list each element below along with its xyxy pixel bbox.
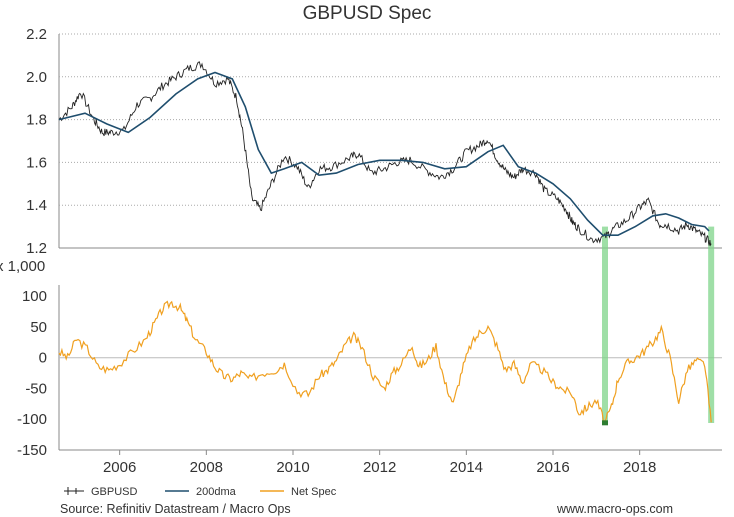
x-tick-label: 2012	[363, 459, 396, 476]
200dma-line	[58, 71, 710, 236]
legend: GBPUSD 200dma Net Spec	[64, 486, 337, 498]
bottom-y-tick-label: 50	[30, 319, 47, 336]
source-text: Source: Refinitiv Datastream / Macro Ops	[60, 502, 291, 516]
chart-title: GBPUSD Spec	[303, 3, 432, 24]
top-y-tick-label: 1.8	[26, 112, 47, 129]
website-text: www.macro-ops.com	[556, 502, 673, 516]
legend-gbpusd-label: GBPUSD	[91, 486, 138, 498]
x-tick-label: 2008	[190, 459, 223, 476]
top-y-tick-label: 2.0	[26, 69, 47, 86]
top-y-tick-label: 2.2	[26, 26, 47, 43]
legend-netspec-label: Net Spec	[291, 486, 337, 498]
x-tick-label: 2006	[103, 459, 136, 476]
bottom-y-tick-labels: -150 -100 -50 0 50 100	[17, 288, 47, 459]
bottom-y-tick-label: -50	[25, 380, 47, 397]
legend-200dma-label: 200dma	[196, 486, 237, 498]
bottom-y-tick-label: 100	[22, 288, 47, 305]
x-tick-label: 2018	[623, 459, 656, 476]
bottom-y-tick-label: 0	[39, 350, 47, 367]
highlight-bar	[708, 226, 715, 423]
x-tick-labels: 2006 2008 2010 2012 2014 2016 2018	[103, 450, 656, 476]
top-y-tick-label: 1.2	[26, 240, 47, 257]
spec-unit-label: x 1,000	[0, 258, 45, 275]
legend-gbpusd-icon	[64, 487, 84, 495]
top-y-tick-labels: 1.2 1.4 1.6 1.8 2.0 2.2	[26, 26, 47, 257]
spec-low-marker	[602, 420, 608, 426]
series-group	[58, 61, 712, 426]
top-gridlines	[59, 33, 722, 206]
x-tick-label: 2014	[450, 459, 483, 476]
x-tick-label: 2010	[276, 459, 309, 476]
gbpusd-line	[58, 61, 712, 247]
net-spec-line	[58, 300, 712, 424]
highlight-bar	[602, 226, 608, 423]
top-y-tick-label: 1.6	[26, 154, 47, 171]
bottom-y-tick-label: -100	[17, 411, 47, 428]
x-tick-label: 2016	[536, 459, 569, 476]
top-y-tick-label: 1.4	[26, 197, 47, 214]
bottom-y-tick-label: -150	[17, 442, 47, 459]
highlight-bars	[602, 226, 715, 423]
